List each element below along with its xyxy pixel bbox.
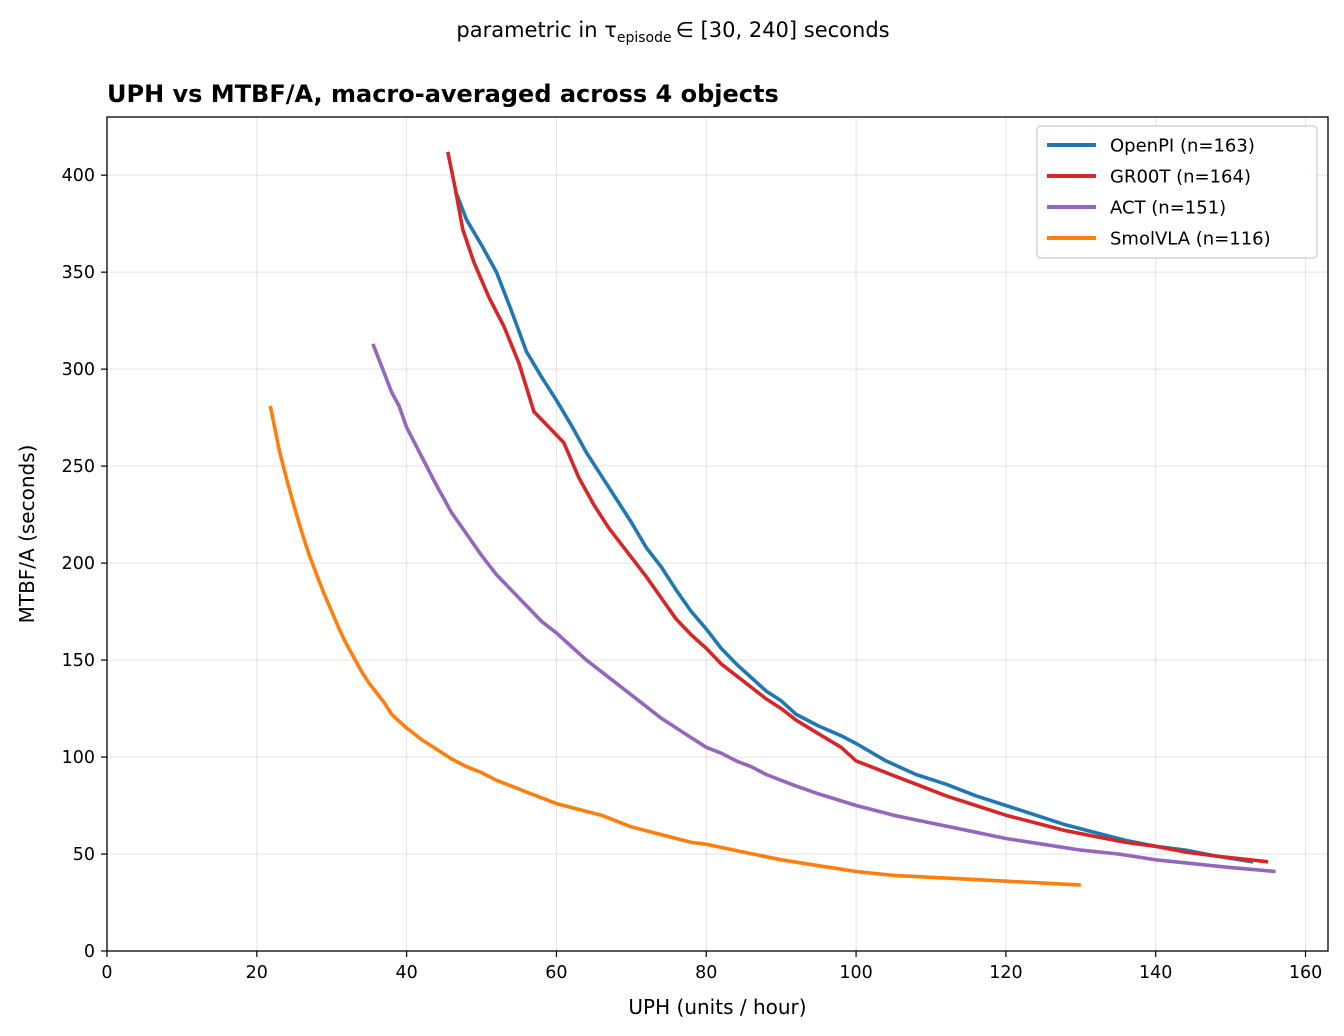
legend-box [1036,125,1318,259]
series-line-act [371,343,1276,874]
y-axis-label: MTBF/A (seconds) [15,445,39,624]
x-axis-label: UPH (units / hour) [628,995,806,1019]
legend-label-smolvla: SmolVLA (n=116) [1110,229,1271,250]
y-tick-label: 400 [62,166,95,186]
axis-ticks: 0 20 40 60 80 100 120 140 160 0 50 100 150 200 250 300 3… [62,166,1323,983]
y-tick-label: 200 [62,554,95,574]
series-line-smolvla [268,405,1081,887]
plot-frame [106,116,1329,952]
x-tick-label: 40 [395,963,417,983]
y-tick-label: 100 [62,748,95,768]
chart-title: UPH vs MTBF/A, macro-averaged across 4 o… [107,80,779,108]
series-line-gr00t [446,151,1269,864]
x-tick-label: 80 [695,963,717,983]
legend-label-act: ACT (n=151) [1110,198,1226,219]
x-tick-label: 20 [246,963,268,983]
y-tick-label: 300 [62,360,95,380]
y-tick-label: 150 [62,651,95,671]
x-tick-label: 100 [839,963,872,983]
x-tick-label: 140 [1139,963,1172,983]
legend-label-gr00t: GR00T (n=164) [1110,167,1251,188]
x-tick-label: 60 [545,963,567,983]
x-tick-label: 0 [101,963,112,983]
suptitle-prefix: parametric in τ [456,18,616,42]
suptitle-suffix: ∈ [30, 240] seconds [676,18,890,42]
legend: OpenPI (n=163) GR00T (n=164) ACT (n=151) Sm… [1036,125,1318,259]
y-tick-label: 250 [62,457,95,477]
y-tick-label: 350 [62,263,95,283]
y-tick-label: 0 [84,942,95,962]
y-tick-label: 50 [73,845,95,865]
suptitle-subscript: episode [617,30,672,46]
series-lines [268,151,1276,887]
x-tick-label: 120 [989,963,1022,983]
legend-label-openpi: OpenPI (n=163) [1110,136,1255,157]
x-tick-label: 160 [1289,963,1322,983]
figure-suptitle: parametric in τepisode ∈ [30, 240] second… [456,18,889,46]
series-line-openpi [453,190,1254,864]
